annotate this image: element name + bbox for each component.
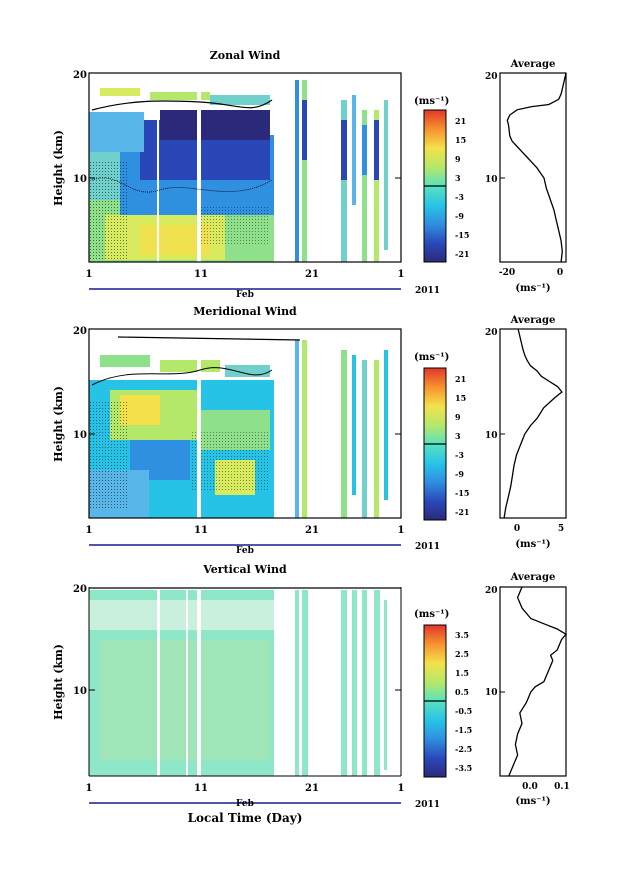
zonal-xtick-1: 1 bbox=[86, 269, 93, 280]
vertical-avg-title: Average bbox=[510, 572, 556, 583]
vertical-cbar-tick: -2.5 bbox=[455, 744, 472, 754]
meridional-frame bbox=[88, 328, 402, 519]
meridional-cbar-tick: -3 bbox=[455, 450, 464, 460]
vertical-avg-frame bbox=[499, 586, 567, 777]
vertical-title: Vertical Wind bbox=[202, 563, 287, 576]
vertical-ytick-10: 10 bbox=[73, 686, 87, 697]
meridional-avg-ytick-20: 20 bbox=[485, 328, 498, 338]
meridional-ytick-10: 10 bbox=[73, 430, 87, 441]
meridional-cbar-tick: 15 bbox=[455, 393, 466, 403]
vertical-xtick-1: 1 bbox=[86, 783, 93, 794]
meridional-cbar-unit: (ms⁻¹) bbox=[414, 352, 449, 363]
meridional-cbar-tick: 3 bbox=[455, 431, 461, 441]
zonal-cbar-tick: -9 bbox=[455, 211, 464, 221]
vertical-month: Feb bbox=[236, 799, 254, 809]
meridional-cbar-tick: -9 bbox=[455, 469, 464, 479]
zonal-cbar-tick: 9 bbox=[455, 154, 461, 164]
vertical-cbar-unit: (ms⁻¹) bbox=[414, 609, 449, 620]
meridional-avg-xtick: 0 bbox=[514, 524, 520, 534]
vertical-xtick-21: 21 bbox=[305, 783, 319, 794]
meridional-cbar-tick: 21 bbox=[455, 374, 466, 384]
vertical-avg-series-line bbox=[508, 586, 567, 777]
vertical-cbar-tick: 3.5 bbox=[455, 630, 469, 640]
vertical-field bbox=[89, 587, 401, 776]
zonal-avg-title: Average bbox=[510, 59, 556, 70]
vertical-cbar-tick: -0.5 bbox=[455, 706, 472, 716]
vertical-ytick-20: 20 bbox=[73, 584, 87, 595]
zonal-wind-panel: Zonal Wind bbox=[52, 49, 567, 300]
vertical-cbar-ticks: 3.5 2.5 1.5 0.5 -0.5 -1.5 -2.5 -3.5 bbox=[455, 630, 472, 773]
vertical-cbar-tick: 1.5 bbox=[455, 668, 469, 678]
meridional-avg-title: Average bbox=[510, 315, 556, 326]
vertical-average-plot bbox=[499, 586, 567, 777]
vertical-ylabel: Height (km) bbox=[52, 644, 65, 720]
zonal-avg-xlabel: (ms⁻¹) bbox=[515, 283, 550, 294]
zonal-average-plot bbox=[499, 72, 567, 263]
zonal-frame bbox=[88, 72, 402, 263]
zonal-field bbox=[89, 73, 401, 262]
zonal-cbar-tick: -21 bbox=[455, 249, 469, 259]
meridional-xtick-1b: 1 bbox=[398, 525, 405, 536]
meridional-cbar-tick: -15 bbox=[455, 488, 469, 498]
figure-xlabel: Local Time (Day) bbox=[188, 811, 303, 825]
meridional-ylabel: Height (km) bbox=[52, 386, 65, 462]
zonal-cbar-ticks: 21 15 9 3 -3 -9 -15 -21 bbox=[455, 116, 469, 259]
meridional-wind-panel: Meridional Wind bbox=[52, 305, 567, 556]
zonal-cbar-tick: 15 bbox=[455, 135, 466, 145]
vertical-avg-xtick: 0.1 bbox=[554, 782, 570, 792]
zonal-xtick-21: 21 bbox=[305, 269, 319, 280]
vertical-avg-xlabel: (ms⁻¹) bbox=[515, 796, 550, 807]
vertical-xtick-1b: 1 bbox=[398, 783, 405, 794]
meridional-cbar-tick: 9 bbox=[455, 412, 461, 422]
zonal-cbar-tick: -15 bbox=[455, 230, 469, 240]
vertical-xtick-11: 11 bbox=[194, 783, 208, 794]
zonal-month: Feb bbox=[236, 290, 254, 300]
meridional-xtick-21: 21 bbox=[305, 525, 319, 536]
meridional-ytick-20: 20 bbox=[73, 326, 87, 337]
zonal-cbar-tick: 3 bbox=[455, 173, 461, 183]
vertical-cbar-tick: -1.5 bbox=[455, 725, 472, 735]
vertical-avg-xtick: 0.0 bbox=[522, 782, 538, 792]
vertical-wind-panel: Vertical Wind 20 10 bbox=[52, 563, 570, 825]
zonal-cbar-tick: 21 bbox=[455, 116, 466, 126]
meridional-year: 2011 bbox=[415, 542, 440, 552]
zonal-year: 2011 bbox=[415, 286, 440, 296]
meridional-field bbox=[89, 329, 401, 518]
vertical-cbar-tick: 0.5 bbox=[455, 687, 469, 697]
zonal-xtick-11: 11 bbox=[194, 269, 208, 280]
zonal-ytick-20: 20 bbox=[73, 70, 87, 81]
zonal-xtick-1b: 1 bbox=[398, 269, 405, 280]
meridional-cbar-ticks: 21 15 9 3 -3 -9 -15 -21 bbox=[455, 374, 469, 517]
meridional-avg-ytick-10: 10 bbox=[485, 431, 498, 441]
vertical-year: 2011 bbox=[415, 800, 440, 810]
zonal-avg-xtick: -20 bbox=[499, 268, 515, 278]
vertical-yaxis bbox=[88, 587, 402, 777]
zonal-ylabel: Height (km) bbox=[52, 130, 65, 206]
zonal-avg-xtick: 0 bbox=[557, 268, 563, 278]
meridional-xtick-11: 11 bbox=[194, 525, 208, 536]
meridional-cbar-tick: -21 bbox=[455, 507, 469, 517]
meridional-average-plot bbox=[499, 328, 567, 519]
zonal-avg-frame bbox=[499, 72, 567, 263]
meridional-title: Meridional Wind bbox=[193, 305, 297, 318]
meridional-avg-xlabel: (ms⁻¹) bbox=[515, 539, 550, 550]
meridional-avg-series-line bbox=[503, 328, 563, 519]
vertical-avg-ytick-10: 10 bbox=[485, 688, 498, 698]
meridional-avg-xtick: 5 bbox=[558, 524, 564, 534]
meridional-avg-frame bbox=[499, 328, 567, 519]
meridional-xtick-1: 1 bbox=[86, 525, 93, 536]
meridional-month: Feb bbox=[236, 546, 254, 556]
zonal-avg-ytick-20: 20 bbox=[485, 72, 498, 82]
vertical-cbar-tick: 2.5 bbox=[455, 649, 469, 659]
vertical-avg-ytick-20: 20 bbox=[485, 586, 498, 596]
zonal-cbar-unit: (ms⁻¹) bbox=[414, 96, 449, 107]
zonal-ytick-10: 10 bbox=[73, 174, 87, 185]
zonal-cbar-tick: -3 bbox=[455, 192, 464, 202]
zonal-title: Zonal Wind bbox=[210, 49, 281, 62]
zonal-avg-ytick-10: 10 bbox=[485, 175, 498, 185]
vertical-cbar-tick: -3.5 bbox=[455, 763, 472, 773]
zonal-avg-series-line bbox=[506, 72, 567, 263]
